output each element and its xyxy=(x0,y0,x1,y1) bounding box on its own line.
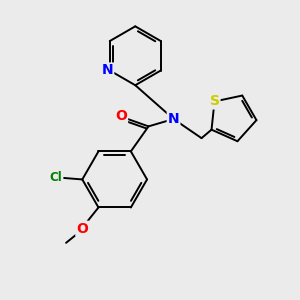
Text: N: N xyxy=(168,112,179,126)
Text: O: O xyxy=(115,109,127,123)
Text: S: S xyxy=(209,94,220,109)
Text: N: N xyxy=(102,64,113,77)
Text: O: O xyxy=(76,222,88,236)
Text: Cl: Cl xyxy=(50,172,62,184)
